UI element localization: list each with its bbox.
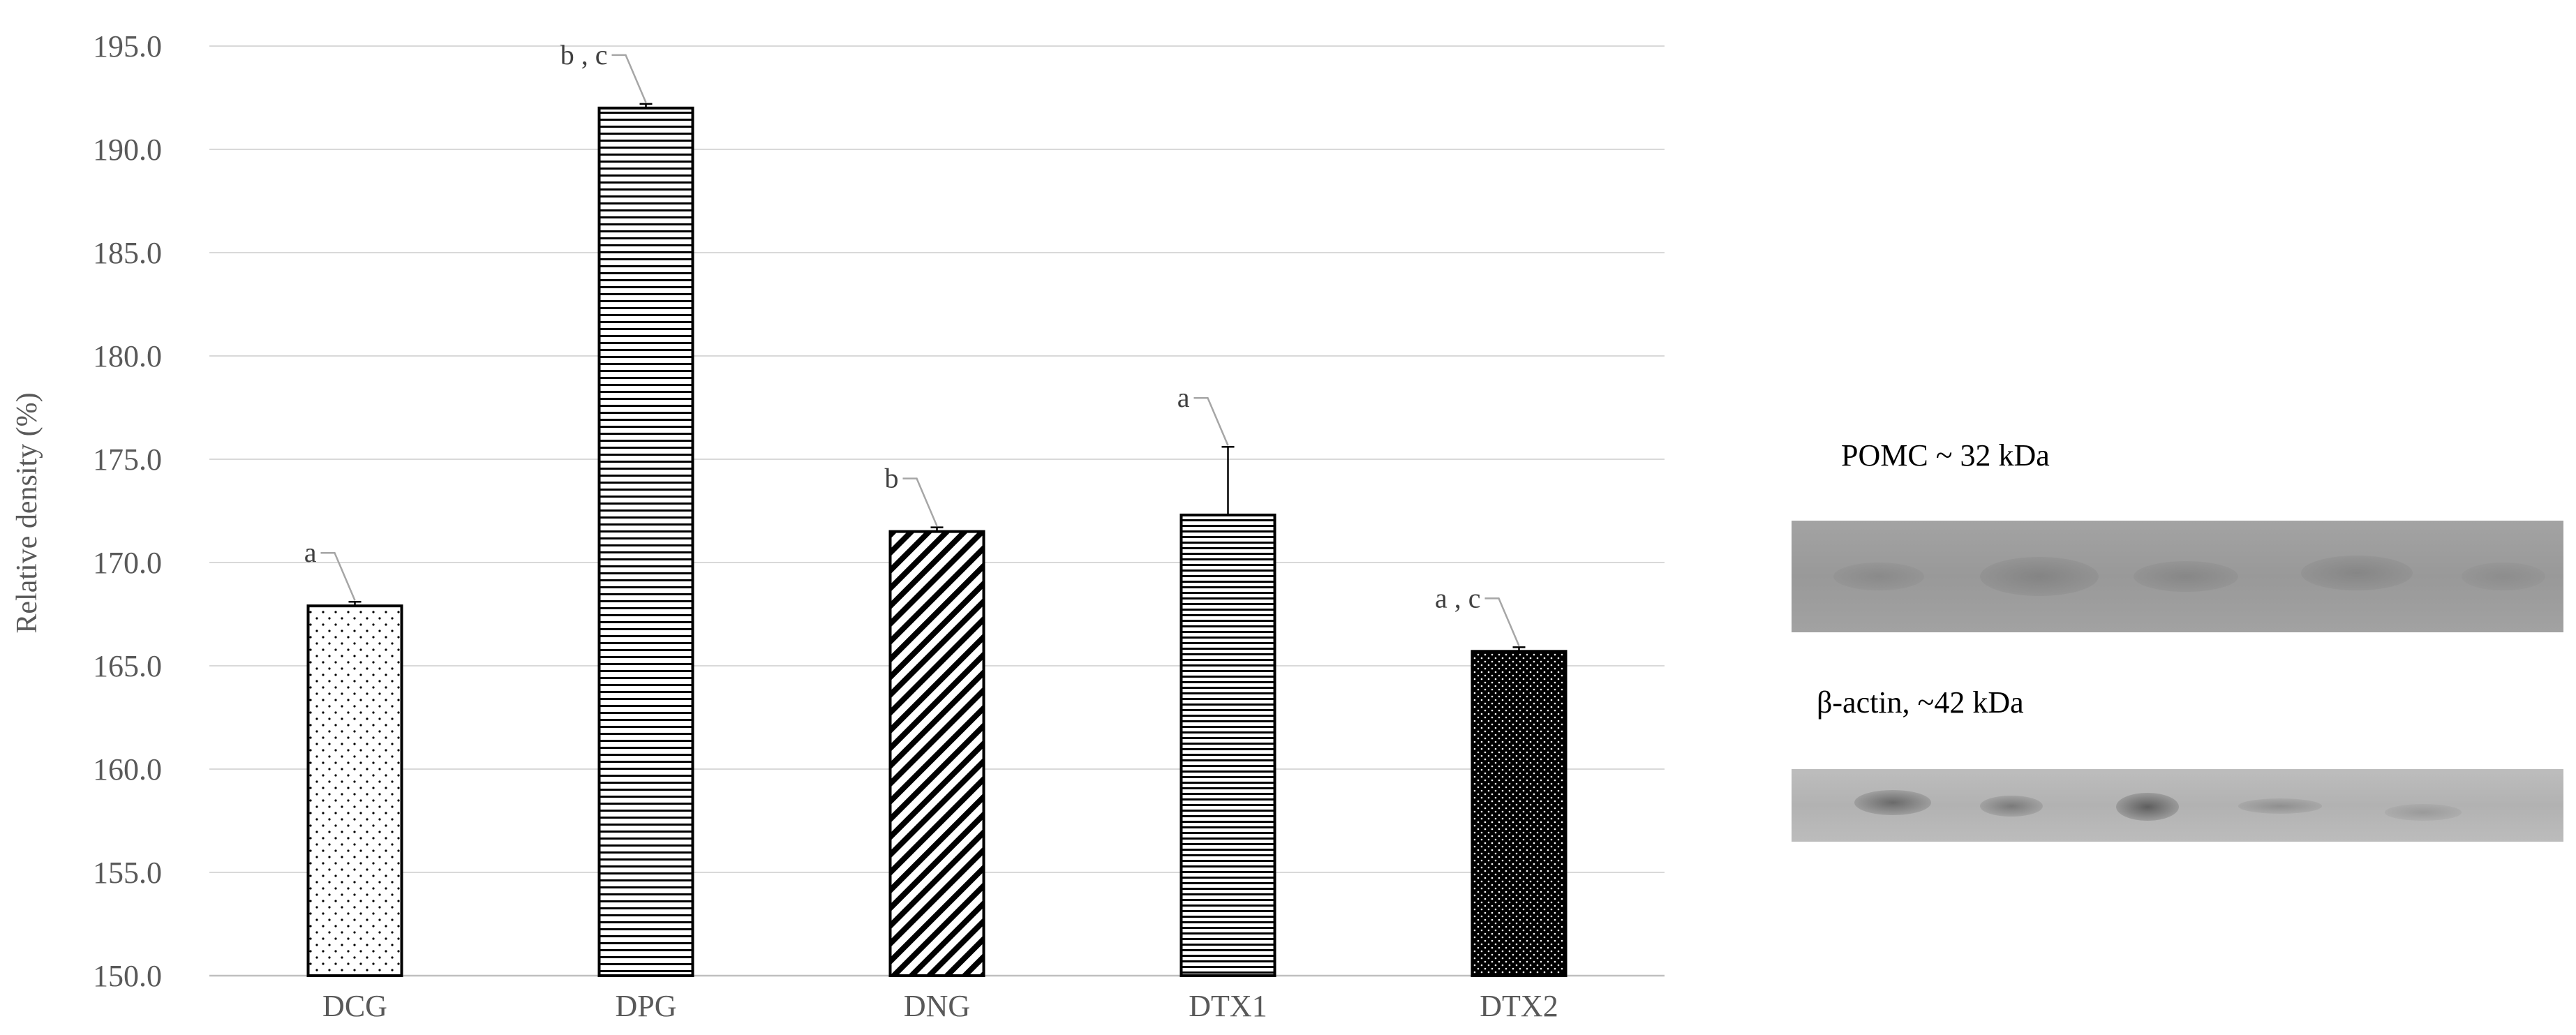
y-tick-label: 175.0	[93, 442, 162, 477]
annotation-leader	[611, 54, 647, 103]
y-tick-label: 155.0	[93, 856, 162, 890]
annotation-leader	[1193, 396, 1229, 446]
x-tick-label: DNG	[904, 989, 970, 1023]
y-tick-label: 150.0	[93, 959, 162, 993]
y-tick-label: 160.0	[93, 752, 162, 787]
y-tick-label: 165.0	[93, 649, 162, 683]
bar-dtx2	[1471, 650, 1568, 978]
significance-label: b	[885, 463, 899, 494]
bar-dtx1	[1179, 513, 1276, 977]
x-axis-ticks: DCG DPG DNG DTX1 DTX2	[322, 989, 1558, 1023]
y-tick-label: 190.0	[93, 133, 162, 167]
bars	[306, 103, 1568, 978]
pomc-label: POMC ~ 32 kDa	[1841, 438, 2050, 472]
actin-label: β-actin, ~42 kDa	[1817, 685, 2024, 720]
significance-label: a	[1177, 382, 1190, 413]
bar-dpg	[597, 106, 694, 977]
x-tick-label: DPG	[615, 989, 676, 1023]
y-axis-label: Relative density (%)	[11, 392, 43, 633]
y-axis-ticks: 150.0 155.0 160.0 165.0 170.0 175.0 180.0 185.0…	[93, 29, 162, 993]
significance-annotations: a b , c b a a , c	[304, 39, 1520, 646]
bar-chart: 150.0 155.0 160.0 165.0 170.0 175.0 180.0 185.0…	[11, 29, 1665, 1023]
y-tick-label: 180.0	[93, 339, 162, 373]
x-tick-label: DTX2	[1480, 989, 1558, 1023]
y-tick-label: 195.0	[93, 29, 162, 64]
annotation-leader	[902, 477, 938, 527]
annotation-leader	[1484, 597, 1520, 646]
x-tick-label: DCG	[322, 989, 387, 1023]
bar-dng	[888, 530, 985, 977]
y-tick-label: 170.0	[93, 546, 162, 580]
annotation-leader	[320, 551, 356, 601]
significance-label: a , c	[1435, 582, 1481, 613]
significance-label: b , c	[560, 39, 608, 70]
pomc-blot-image	[1792, 521, 2563, 632]
x-tick-label: DTX1	[1189, 989, 1267, 1023]
bar-dcg	[306, 604, 403, 977]
significance-label: a	[304, 537, 317, 568]
actin-blot-image	[1792, 769, 2563, 842]
y-tick-label: 185.0	[93, 236, 162, 270]
